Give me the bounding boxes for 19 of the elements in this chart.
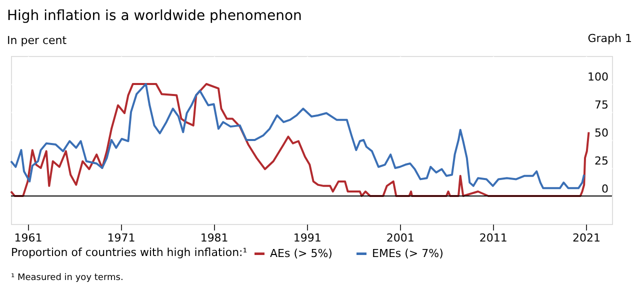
x-tick-label: 1991 — [293, 232, 322, 244]
chart-title: High inflation is a worldwide phenomenon — [7, 8, 302, 24]
legend-label: EMEs (> 7%) — [372, 246, 444, 260]
legend-title: Proportion of countries with high inflation:¹ — [11, 246, 248, 259]
x-tick-label: 1971 — [107, 232, 136, 244]
x-tick-label: 2011 — [479, 232, 508, 244]
text: ¹ Measured in yoy terms. — [11, 273, 124, 283]
y-tick-label: 50 — [594, 126, 608, 140]
x-tick-label: 2001 — [386, 232, 414, 244]
legend-label: AEs (> 5%) — [270, 246, 332, 260]
y-tick-label: 100 — [588, 70, 608, 84]
y-tick-label: 25 — [594, 154, 608, 168]
chart-subtitle: In per cent — [7, 34, 68, 47]
y-tick-label: 75 — [594, 98, 608, 112]
x-tick-label: 1961 — [14, 232, 42, 244]
x-tick-label: 1981 — [200, 232, 228, 244]
x-tick-label: 2021 — [572, 232, 600, 244]
caption: Graph 1 — [588, 32, 632, 45]
y-tick-label: 0 — [602, 182, 608, 196]
